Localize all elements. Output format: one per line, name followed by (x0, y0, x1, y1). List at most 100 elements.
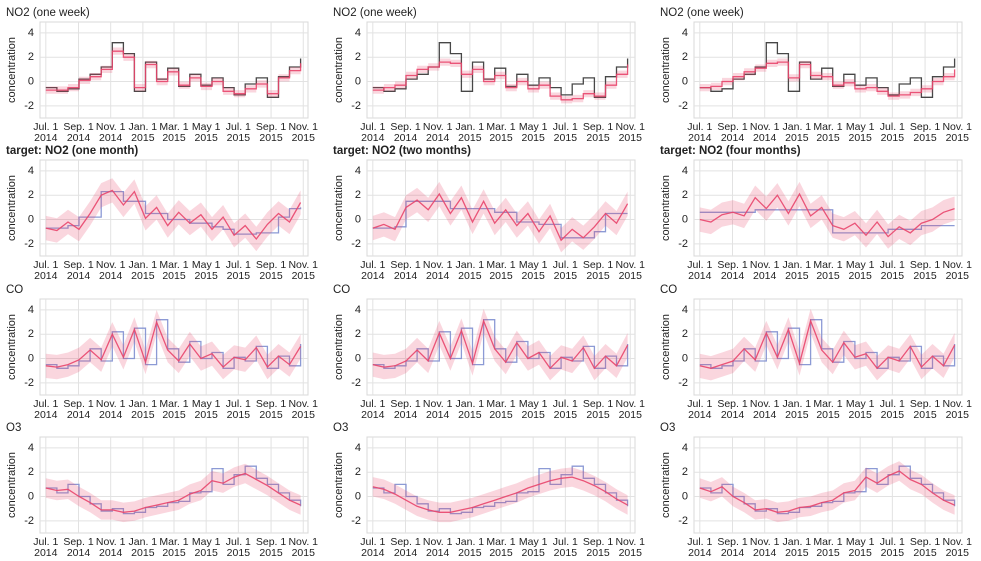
y-axis-label: concentration (333, 452, 345, 518)
x-tick-label: Nov. 1 2015 (942, 398, 973, 421)
plot-marks (699, 42, 956, 100)
series-line (372, 319, 629, 369)
x-tick-label: Nov. 1 2014 (95, 398, 126, 421)
series-line (372, 476, 628, 513)
y-axis-label: concentration (6, 175, 18, 241)
y-tick-label: 0 (28, 352, 34, 364)
y-tick-label: 4 (682, 442, 688, 454)
y-tick-label: 0 (355, 352, 361, 364)
y-tick-label: -2 (24, 377, 34, 389)
x-tick-label: May 1 2015 (845, 121, 875, 144)
y-tick-label: -2 (678, 100, 688, 112)
x-tick-label: Jan. 1 2015 (128, 259, 158, 282)
x-tick-label: Jul. 1 2014 (360, 398, 386, 421)
y-tick-label: -2 (678, 377, 688, 389)
uncertainty-band (45, 463, 301, 523)
y-tick-label: 4 (682, 27, 688, 39)
x-tick-label: Sep. 1 2014 (717, 121, 748, 144)
x-tick-label: Jul. 1 2014 (687, 398, 713, 421)
x-tick-label: Sep. 1 2015 (255, 398, 287, 421)
x-tick-label: May 1 2015 (518, 536, 548, 559)
y-axis-label: concentration (660, 175, 672, 241)
x-tick-label: Mar. 1 2015 (486, 398, 516, 421)
x-tick-label: Jul. 1 2015 (879, 536, 905, 559)
y-tick-label: 4 (355, 304, 361, 316)
y-tick-label: 0 (28, 75, 34, 87)
x-tick-label: Jan. 1 2015 (128, 398, 158, 421)
x-tick-label: Nov. 1 2015 (942, 536, 973, 559)
uncertainty-band (699, 461, 955, 523)
series-line (372, 200, 628, 239)
x-tick-label: Sep. 1 2014 (63, 121, 94, 144)
x-tick-label: Mar. 1 2015 (813, 121, 843, 144)
y-axis-label: concentration (6, 37, 18, 103)
x-tick-label: Nov. 1 2015 (615, 536, 646, 559)
y-tick-label: 2 (355, 189, 361, 201)
x-tick-label: Mar. 1 2015 (159, 121, 189, 144)
series-line (372, 318, 629, 370)
chart-title: target: NO2 (two months) (333, 145, 471, 157)
x-tick-label: Mar. 1 2015 (813, 536, 843, 559)
y-axis-label: concentration (6, 314, 18, 380)
chart-title: target: NO2 (one month) (6, 145, 138, 157)
plot-marks (45, 42, 302, 98)
x-tick-label: Sep. 1 2015 (909, 398, 941, 421)
x-tick-label: May 1 2015 (191, 536, 221, 559)
x-tick-label: Sep. 1 2015 (582, 536, 614, 559)
chart-title: target: NO2 (four months) (660, 145, 801, 157)
x-tick-label: Nov. 1 2015 (942, 121, 973, 144)
x-tick-label: Sep. 1 2014 (717, 398, 748, 421)
y-tick-label: 4 (28, 165, 34, 177)
x-tick-label: Mar. 1 2015 (159, 536, 189, 559)
x-tick-label: Sep. 1 2015 (582, 121, 614, 144)
series-line (45, 319, 302, 369)
x-tick-label: May 1 2015 (845, 259, 875, 282)
y-tick-label: 0 (682, 490, 688, 502)
x-tick-label: May 1 2015 (191, 259, 221, 282)
plot-marks (45, 463, 302, 523)
uncertainty-band (699, 308, 955, 381)
x-tick-label: Jan. 1 2015 (455, 259, 485, 282)
x-tick-label: May 1 2015 (845, 536, 875, 559)
x-tick-label: Sep. 1 2014 (717, 536, 748, 559)
x-tick-label: Nov. 1 2015 (615, 121, 646, 144)
x-tick-label: Sep. 1 2015 (582, 259, 614, 282)
y-tick-label: -2 (24, 100, 34, 112)
y-tick-label: 0 (28, 213, 34, 225)
x-tick-label: Nov. 1 2015 (942, 259, 973, 282)
x-tick-label: Jul. 1 2015 (552, 259, 578, 282)
y-tick-label: 0 (355, 213, 361, 225)
y-tick-label: 4 (355, 442, 361, 454)
plot-marks (45, 309, 302, 380)
series-line (45, 190, 302, 235)
x-tick-label: Jul. 1 2014 (33, 259, 59, 282)
x-tick-label: Sep. 1 2014 (63, 259, 94, 282)
x-tick-label: Jul. 1 2015 (225, 398, 251, 421)
x-tick-label: Sep. 1 2014 (390, 259, 421, 282)
plot-marks (372, 465, 629, 523)
uncertainty-band (372, 308, 628, 381)
y-tick-label: -2 (24, 515, 34, 527)
x-tick-label: May 1 2015 (191, 121, 221, 144)
series-line (699, 61, 956, 97)
x-tick-label: Jan. 1 2015 (782, 536, 812, 559)
series-line (699, 470, 955, 513)
y-tick-label: 2 (355, 466, 361, 478)
y-tick-label: 0 (682, 213, 688, 225)
x-tick-label: Jan. 1 2015 (128, 536, 158, 559)
x-tick-label: Sep. 1 2014 (390, 398, 421, 421)
x-tick-label: Jul. 1 2014 (687, 259, 713, 282)
x-tick-label: Jan. 1 2015 (782, 121, 812, 144)
y-tick-label: -2 (24, 238, 34, 250)
x-tick-label: Nov. 1 2014 (422, 536, 453, 559)
x-tick-label: Sep. 1 2015 (255, 259, 287, 282)
x-tick-label: Nov. 1 2014 (749, 259, 780, 282)
x-tick-label: Mar. 1 2015 (486, 121, 516, 144)
series-line (45, 320, 302, 369)
x-tick-label: Jul. 1 2014 (360, 259, 386, 282)
y-axis-label: concentration (660, 452, 672, 518)
y-tick-label: 4 (682, 165, 688, 177)
y-tick-label: -2 (678, 515, 688, 527)
x-tick-label: Jul. 1 2015 (225, 259, 251, 282)
